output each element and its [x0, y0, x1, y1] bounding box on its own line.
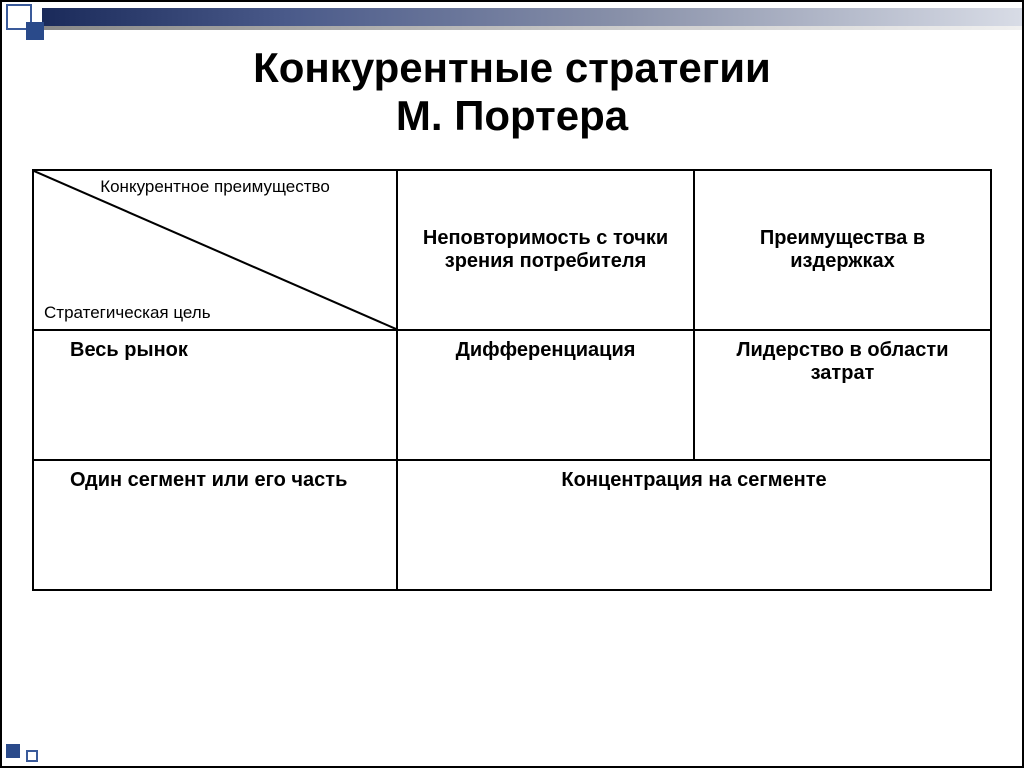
title-line-1: Конкурентные стратегии — [253, 44, 771, 91]
deco-shadow — [42, 26, 1022, 30]
diagonal-top-label: Конкурентное преимущество — [34, 177, 396, 197]
col-header-uniqueness: Неповторимость с точки зрения потребител… — [397, 170, 694, 330]
deco-square-solid — [26, 22, 44, 40]
slide-bottom-decoration — [2, 748, 38, 766]
col-header-cost: Преимущества в издержках — [694, 170, 991, 330]
title-line-2: М. Портера — [396, 92, 628, 139]
slide-top-decoration — [2, 2, 1022, 30]
table-row: Весь рынок Дифференциация Лидерство в об… — [33, 330, 991, 460]
row-header-whole-market: Весь рынок — [33, 330, 397, 460]
table-row: Один сегмент или его часть Концентрация … — [33, 460, 991, 590]
diagonal-bottom-label: Стратегическая цель — [44, 303, 211, 323]
cell-cost-leadership: Лидерство в области затрат — [694, 330, 991, 460]
porter-strategies-table: Конкурентное преимущество Стратегическая… — [32, 169, 992, 591]
slide-title: Конкурентные стратегии М. Портера — [32, 44, 992, 141]
diagonal-header-cell: Конкурентное преимущество Стратегическая… — [33, 170, 397, 330]
slide-content: Конкурентные стратегии М. Портера Конкур… — [32, 44, 992, 736]
row-header-segment: Один сегмент или его часть — [33, 460, 397, 590]
deco-bottom-square-outline — [26, 750, 38, 762]
deco-gradient-bar — [42, 8, 1022, 26]
cell-differentiation: Дифференциация — [397, 330, 694, 460]
deco-bottom-square-solid — [6, 744, 20, 758]
cell-focus: Концентрация на сегменте — [397, 460, 991, 590]
table-header-row: Конкурентное преимущество Стратегическая… — [33, 170, 991, 330]
